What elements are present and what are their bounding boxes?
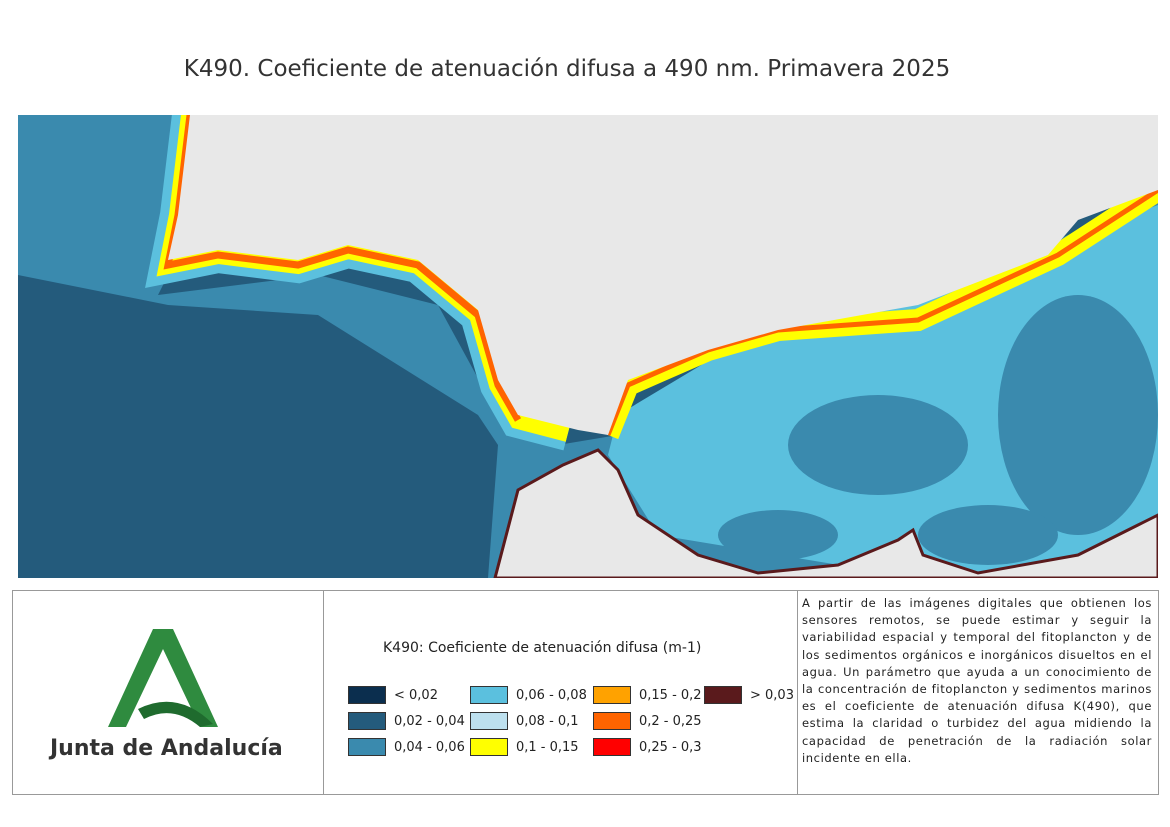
divider <box>797 591 798 794</box>
legend-label: 0,1 - 0,15 <box>516 739 579 755</box>
legend-label: 0,25 - 0,3 <box>639 739 702 755</box>
logo-mark <box>108 629 218 727</box>
legend-label: 0,15 - 0,2 <box>639 687 702 703</box>
legend-label: < 0,02 <box>394 687 438 703</box>
legend-item: 0,06 - 0,08 <box>470 686 587 704</box>
legend-swatch <box>348 686 386 704</box>
legend-item: 0,04 - 0,06 <box>348 738 465 756</box>
legend-title: K490: Coeficiente de atenuación difusa (… <box>383 640 702 656</box>
legend-item: 0,08 - 0,1 <box>470 712 579 730</box>
map-title: K490. Coeficiente de atenuación difusa a… <box>183 56 951 82</box>
divider <box>323 591 324 794</box>
legend-item: 0,1 - 0,15 <box>470 738 579 756</box>
legend-label: 0,04 - 0,06 <box>394 739 465 755</box>
legend-swatch <box>470 686 508 704</box>
legend-item: > 0,03 <box>704 686 794 704</box>
legend-swatch <box>593 712 631 730</box>
legend-swatch <box>348 738 386 756</box>
legend-item: 0,15 - 0,2 <box>593 686 702 704</box>
legend-swatch <box>470 712 508 730</box>
legend-swatch <box>348 712 386 730</box>
legend-item: 0,02 - 0,04 <box>348 712 465 730</box>
legend-swatch <box>593 686 631 704</box>
legend-item: 0,25 - 0,3 <box>593 738 702 756</box>
legend-label: 0,2 - 0,25 <box>639 713 702 729</box>
legend-swatch <box>470 738 508 756</box>
legend-label: 0,02 - 0,04 <box>394 713 465 729</box>
legend-label: 0,06 - 0,08 <box>516 687 587 703</box>
logo-text: Junta de Andalucía <box>50 736 283 761</box>
legend-swatch <box>593 738 631 756</box>
info-panel: Junta de Andalucía K490: Coeficiente de … <box>12 590 1159 795</box>
legend-item: < 0,02 <box>348 686 438 704</box>
legend-label: 0,08 - 0,1 <box>516 713 579 729</box>
legend-item: 0,2 - 0,25 <box>593 712 702 730</box>
description: A partir de las imágenes digitales que o… <box>802 596 1152 765</box>
legend-label: > 0,03 <box>750 687 794 703</box>
map <box>18 115 1158 578</box>
legend-swatch <box>704 686 742 704</box>
